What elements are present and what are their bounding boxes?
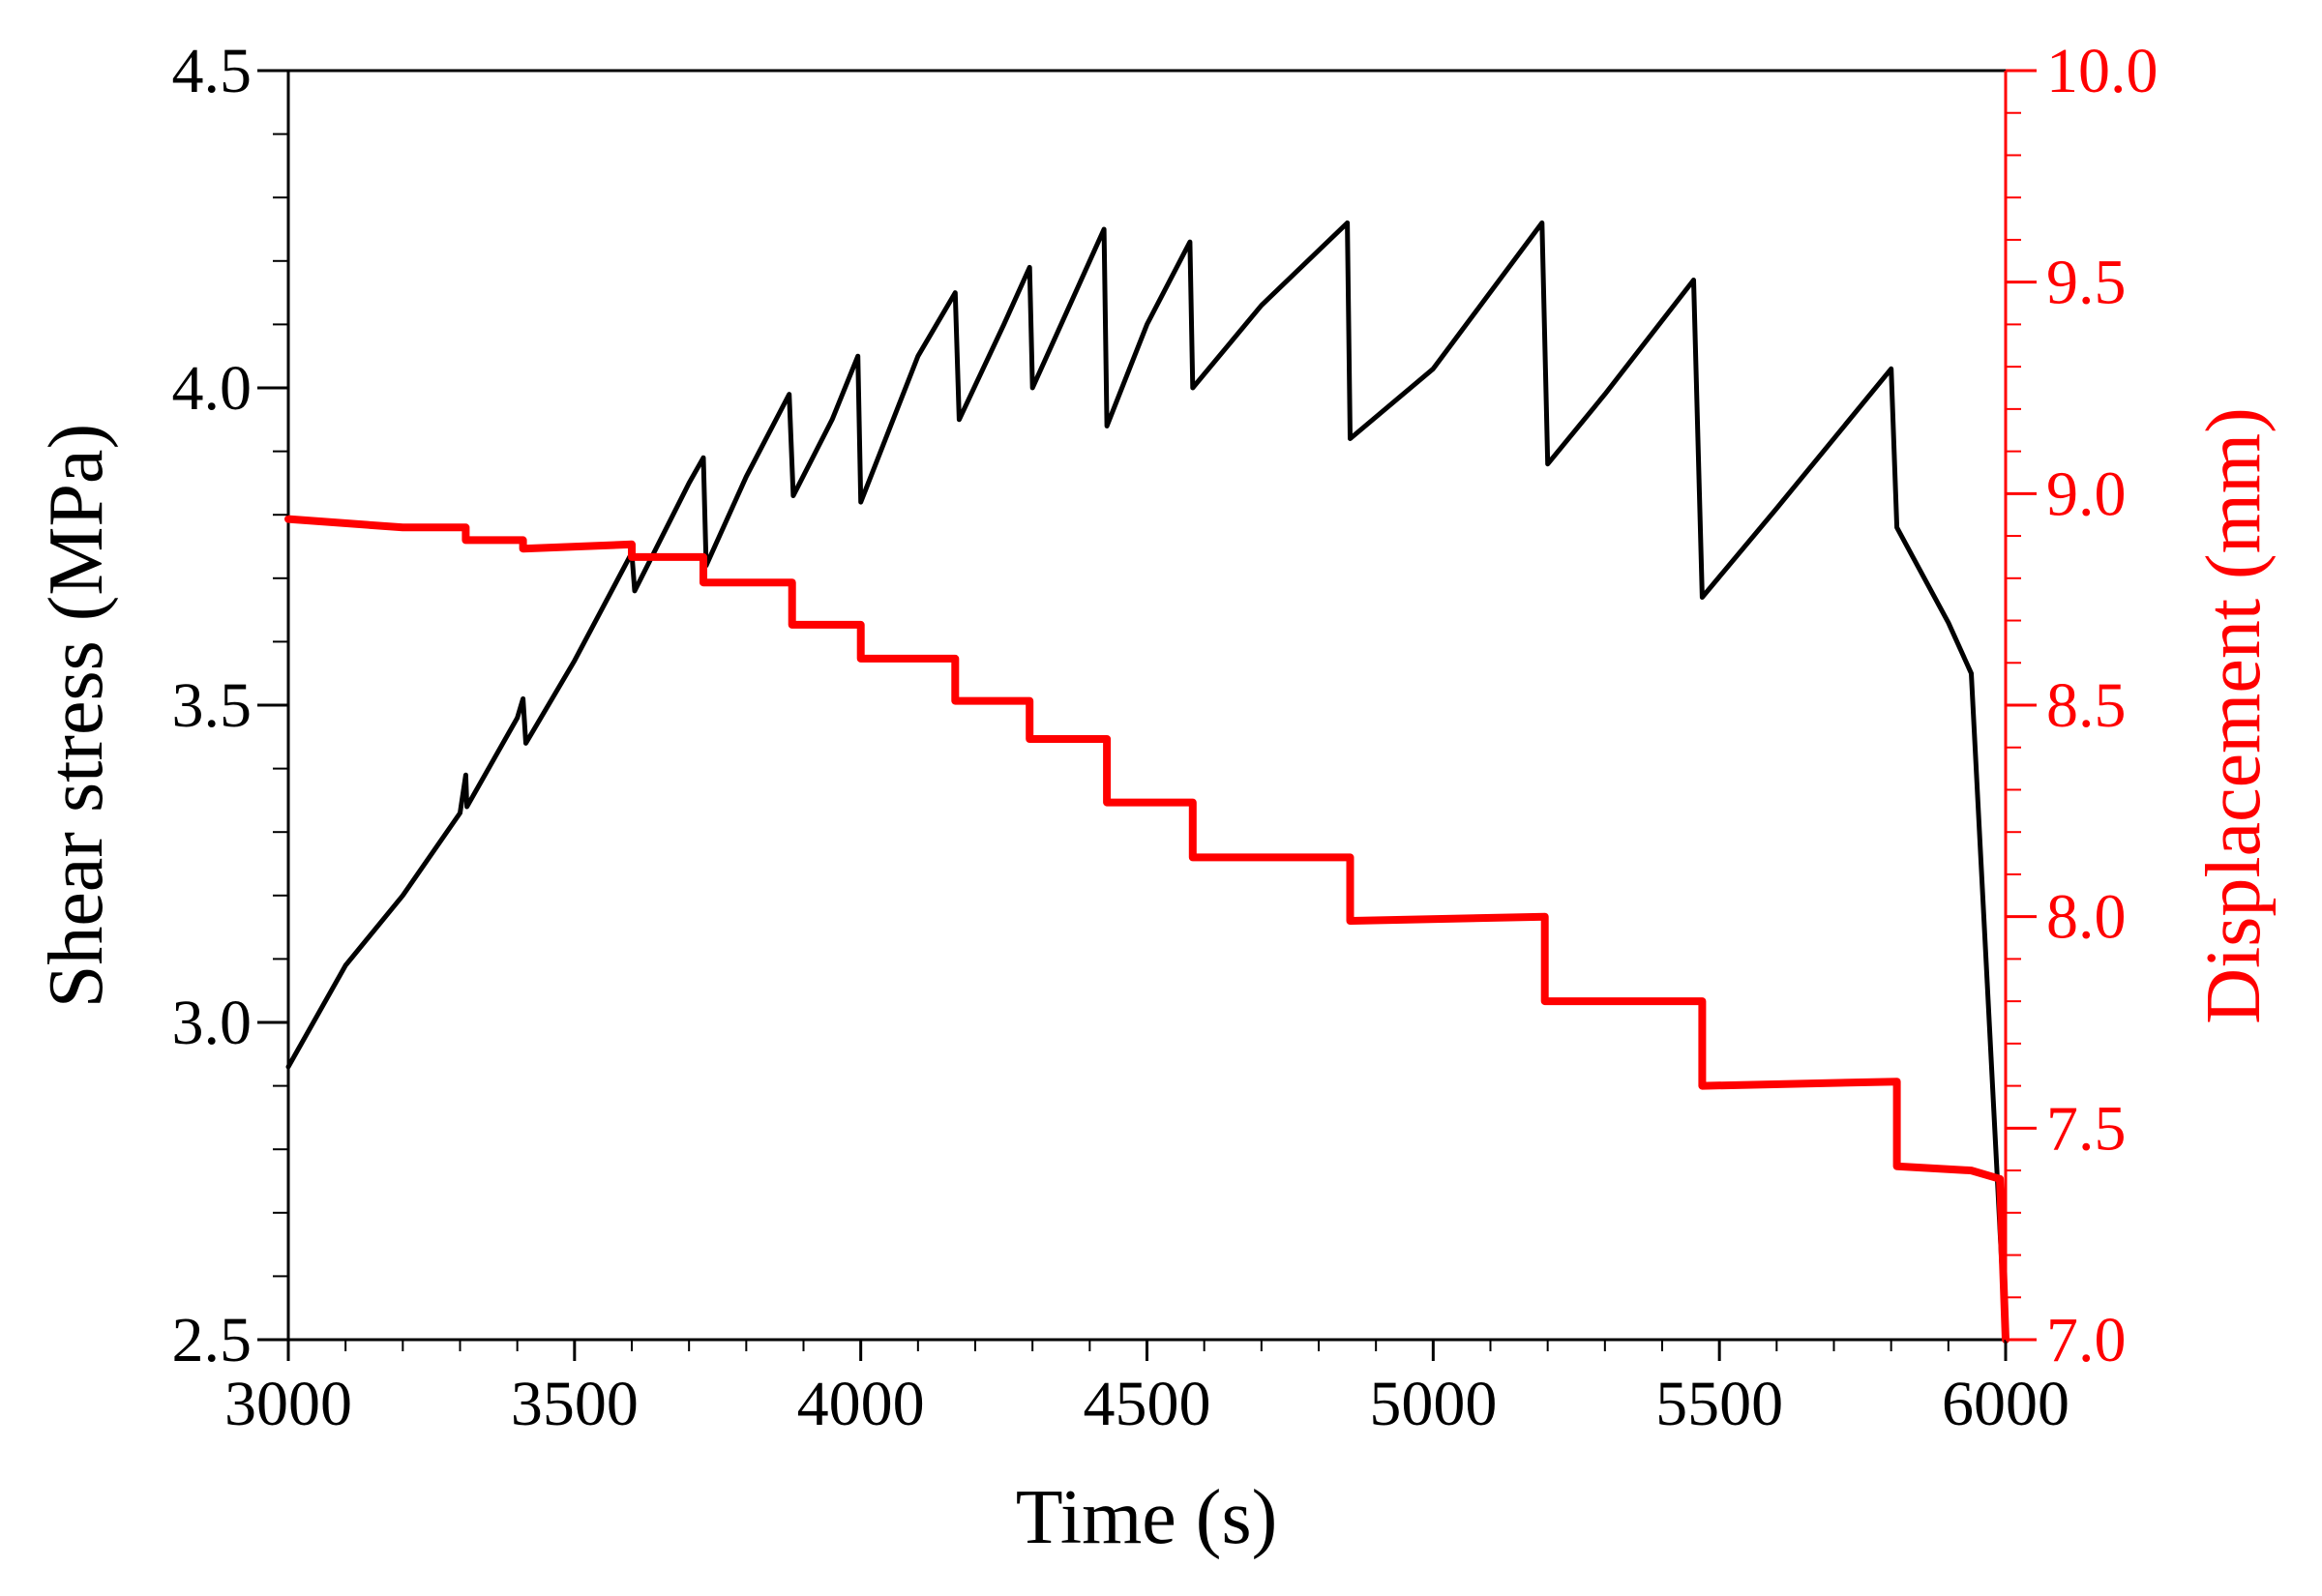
y-left-tick-label: 3.0 (172, 988, 253, 1058)
x-tick-label: 5000 (1369, 1369, 1497, 1439)
y-right-tick-label: 7.5 (2046, 1093, 2127, 1164)
y-axis-left: 2.5 3.0 3.5 4.0 4.5 (172, 36, 288, 1375)
x-tick-label: 4500 (1084, 1369, 1211, 1439)
y-right-tick-label: 9.0 (2046, 458, 2127, 529)
y-axis-left-title: Shear stress (MPa) (34, 424, 119, 1008)
x-tick-label: 6000 (1942, 1369, 2069, 1439)
y-left-tick-label: 3.5 (172, 670, 253, 741)
x-axis-title: Time (s) (1016, 1475, 1277, 1560)
y-left-tick-label: 2.5 (172, 1305, 253, 1375)
y-left-tick-label: 4.0 (172, 353, 253, 424)
x-axis: 3000 3500 4000 4500 5000 5500 6000 (224, 1340, 2069, 1439)
y-left-tick-label: 4.5 (172, 36, 253, 106)
y-axis-right: 7.0 7.5 8.0 8.5 9.0 9.5 10.0 (2006, 36, 2158, 1375)
x-tick-label: 4000 (797, 1369, 925, 1439)
x-tick-label: 3000 (224, 1369, 352, 1439)
series-line-displacement (284, 515, 2009, 1344)
y-right-tick-label: 8.0 (2046, 882, 2127, 953)
y-right-tick-label: 7.0 (2046, 1305, 2127, 1375)
y-axis-right-title: Displacement (mm) (2191, 407, 2277, 1024)
y-right-tick-label: 9.5 (2046, 248, 2127, 318)
series-line-shear-stress (285, 220, 2009, 1343)
y-right-tick-label: 10.0 (2046, 36, 2158, 106)
x-tick-label: 3500 (511, 1369, 639, 1439)
x-tick-label: 5500 (1655, 1369, 1783, 1439)
y-right-tick-label: 8.5 (2046, 670, 2127, 741)
series-layer (284, 220, 2009, 1344)
